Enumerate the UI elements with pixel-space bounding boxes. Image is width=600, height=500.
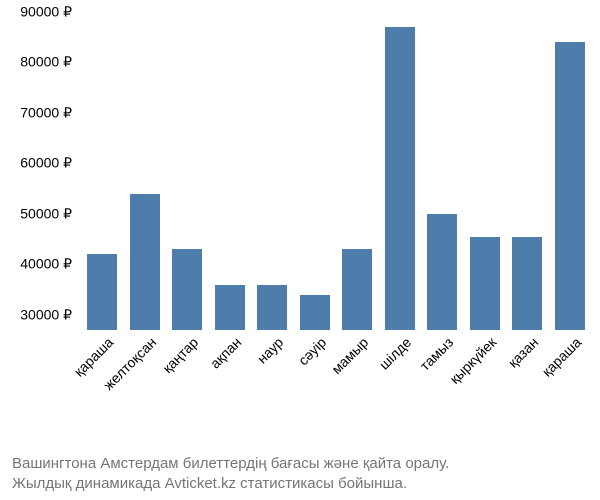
y-tick-label: 30000 ₽ xyxy=(0,306,72,323)
y-tick-label: 60000 ₽ xyxy=(0,155,72,172)
bar xyxy=(300,295,330,330)
caption-line-1: Вашингтона Амстердам билеттердің бағасы … xyxy=(12,454,596,474)
bar xyxy=(512,237,542,330)
bar xyxy=(130,194,160,330)
y-tick-label: 80000 ₽ xyxy=(0,54,72,71)
bar xyxy=(385,27,415,330)
bar xyxy=(257,285,287,330)
bar xyxy=(87,254,117,330)
y-tick-label: 70000 ₽ xyxy=(0,104,72,121)
y-tick-label: 50000 ₽ xyxy=(0,205,72,222)
bar xyxy=(470,237,500,330)
y-tick-label: 40000 ₽ xyxy=(0,256,72,273)
y-tick-label: 90000 ₽ xyxy=(0,4,72,21)
plot-area xyxy=(80,12,591,330)
chart-caption: Вашингтона Амстердам билеттердің бағасы … xyxy=(12,454,596,494)
bar xyxy=(555,42,585,330)
bar xyxy=(215,285,245,330)
caption-line-2: Жылдық динамикада Avticket.kz статистика… xyxy=(12,474,596,494)
bar xyxy=(342,249,372,330)
price-chart: 30000 ₽ 40000 ₽ 50000 ₽ 60000 ₽ 70000 ₽ 80000… xyxy=(0,0,600,500)
bar xyxy=(427,214,457,330)
bar xyxy=(172,249,202,330)
